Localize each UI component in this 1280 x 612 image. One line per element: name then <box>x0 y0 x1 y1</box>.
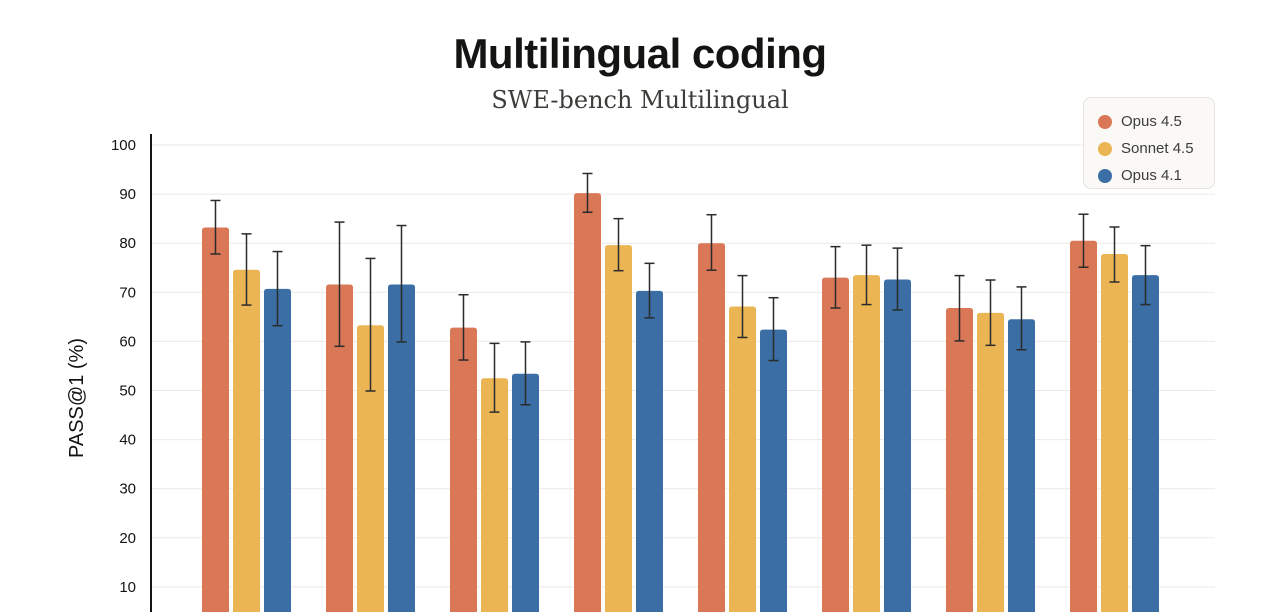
legend-swatch-opus-4-1 <box>1098 168 1112 183</box>
y-axis: 10 20 30 40 50 60 70 80 90 100 <box>111 134 152 612</box>
bar <box>202 227 229 612</box>
bar <box>357 325 384 612</box>
bar <box>729 306 756 612</box>
bar <box>946 308 973 612</box>
bar <box>1008 319 1035 612</box>
bar <box>264 288 291 612</box>
y-tick-label: 100 <box>111 137 136 154</box>
bar <box>481 378 508 612</box>
legend-label: Sonnet 4.5 <box>1121 140 1194 157</box>
grid-lines <box>151 144 1215 588</box>
bar <box>977 312 1004 612</box>
bar <box>233 269 260 612</box>
bar <box>388 284 415 612</box>
chart-subtitle: SWE-bench Multilingual <box>491 86 789 114</box>
legend-item-opus-4-5: Opus 4.5 <box>1098 108 1214 135</box>
legend-item-sonnet-4-5: Sonnet 4.5 <box>1098 135 1214 162</box>
bar <box>326 284 353 612</box>
y-tick-label: 10 <box>119 579 136 596</box>
y-tick-label: 50 <box>119 383 136 400</box>
bars <box>202 193 1159 612</box>
legend-label: Opus 4.5 <box>1121 113 1182 130</box>
y-tick-label: 20 <box>119 530 136 547</box>
bar <box>636 290 663 612</box>
legend-swatch-sonnet-4-5 <box>1098 141 1112 156</box>
bar <box>1101 254 1128 612</box>
y-tick-label: 40 <box>119 432 136 449</box>
bar <box>1132 275 1159 612</box>
legend-item-opus-4-1: Opus 4.1 <box>1098 162 1214 189</box>
bar <box>884 279 911 612</box>
bar <box>822 277 849 612</box>
y-tick-label: 30 <box>119 481 136 498</box>
bar <box>450 327 477 612</box>
legend-label: Opus 4.1 <box>1121 167 1182 184</box>
bar <box>512 373 539 612</box>
legend-swatch-opus-4-5 <box>1098 114 1112 129</box>
y-tick-label: 70 <box>119 284 136 301</box>
bar <box>574 193 601 612</box>
bar <box>1070 240 1097 612</box>
chart-title: Multilingual coding <box>453 30 827 77</box>
error-bars <box>210 172 1151 413</box>
legend: Opus 4.5 Sonnet 4.5 Opus 4.1 <box>1083 97 1215 189</box>
bar <box>853 275 880 612</box>
y-tick-label: 60 <box>119 333 136 350</box>
y-axis-title: PASS@1 (%) <box>66 338 88 458</box>
y-tick-label: 80 <box>119 235 136 252</box>
y-tick-label: 90 <box>119 186 136 203</box>
bar <box>760 329 787 612</box>
bar <box>698 243 725 612</box>
bar <box>605 245 632 612</box>
